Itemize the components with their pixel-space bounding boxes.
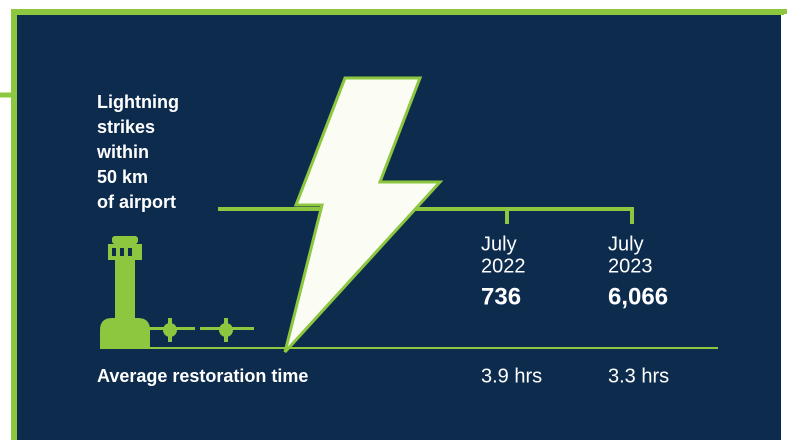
restoration-label: Average restoration time	[97, 366, 308, 386]
heading-line: 50 km	[97, 167, 148, 187]
period: 2023	[608, 255, 653, 277]
heading-line: strikes	[97, 117, 155, 137]
restoration-time: 3.9 hrs	[481, 365, 542, 387]
heading-line: Lightning	[97, 92, 179, 112]
period: 2022	[481, 255, 526, 277]
page: Lightning strikes within 50 km of airport Ave…	[0, 0, 794, 440]
heading-line: within	[96, 142, 149, 162]
heading-line: of airport	[97, 192, 176, 212]
strike-count: 736	[481, 283, 521, 310]
strike-count: 6,066	[608, 283, 668, 310]
infographic: Lightning strikes within 50 km of airport Ave…	[0, 0, 794, 440]
period: July	[608, 233, 644, 255]
restoration-time: 3.3 hrs	[608, 365, 669, 387]
period: July	[481, 233, 517, 255]
